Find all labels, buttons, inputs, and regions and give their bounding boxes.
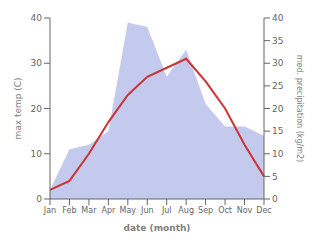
svg-text:date (month): date (month) (124, 223, 191, 233)
svg-text:10: 10 (31, 149, 43, 159)
svg-text:Dec: Dec (256, 206, 271, 215)
svg-text:Apr: Apr (101, 206, 116, 215)
svg-text:30: 30 (31, 58, 43, 68)
svg-text:Jun: Jun (140, 206, 154, 215)
svg-text:Jan: Jan (43, 206, 56, 215)
svg-text:20: 20 (31, 104, 43, 114)
svg-text:Aug: Aug (178, 206, 194, 215)
svg-text:20: 20 (272, 104, 284, 114)
svg-text:10: 10 (272, 149, 284, 159)
svg-text:Oct: Oct (218, 206, 232, 215)
svg-text:May: May (120, 206, 137, 215)
svg-text:max temp (C): max temp (C) (13, 77, 23, 139)
svg-text:15: 15 (272, 126, 283, 136)
svg-text:0: 0 (36, 194, 42, 204)
svg-text:30: 30 (272, 58, 284, 68)
svg-text:5: 5 (272, 172, 278, 182)
svg-text:Jul: Jul (161, 206, 172, 215)
svg-text:40: 40 (31, 13, 43, 23)
svg-text:Sep: Sep (198, 206, 213, 215)
svg-text:0: 0 (272, 194, 278, 204)
svg-text:35: 35 (272, 36, 283, 46)
svg-text:25: 25 (272, 81, 283, 91)
svg-text:Mar: Mar (81, 206, 97, 215)
svg-text:Nov: Nov (237, 206, 253, 215)
svg-text:med. precipitation (kg/m2): med. precipitation (kg/m2) (295, 55, 304, 162)
svg-text:40: 40 (272, 13, 284, 23)
svg-text:Feb: Feb (62, 206, 76, 215)
